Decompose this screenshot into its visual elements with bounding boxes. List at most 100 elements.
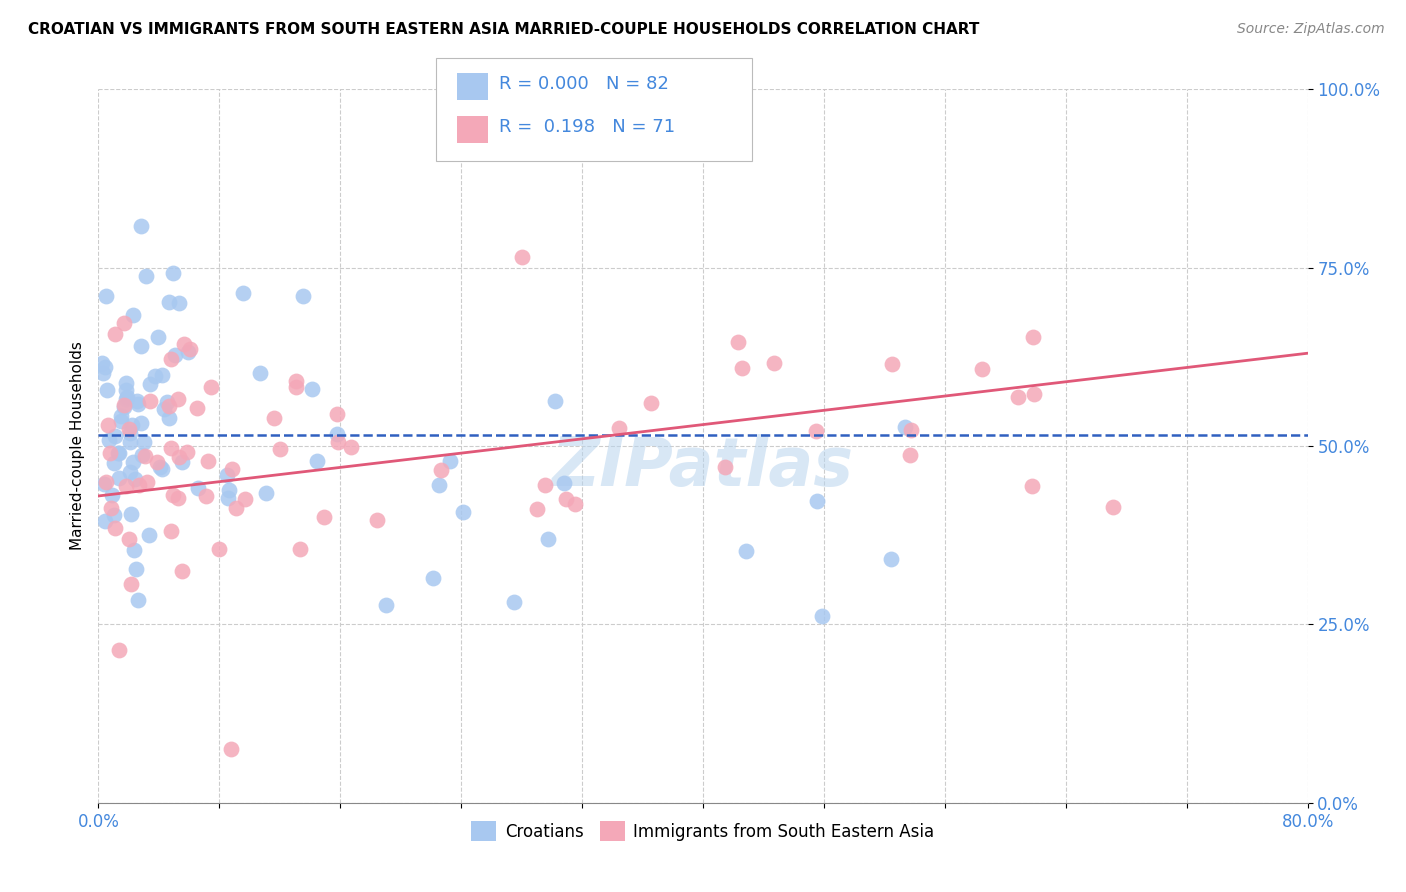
Point — [439, 454, 461, 468]
Point — [970, 362, 993, 376]
Point — [526, 502, 548, 516]
Point — [167, 491, 190, 505]
Point — [312, 510, 335, 524]
Point — [127, 393, 149, 408]
Point — [430, 463, 453, 477]
Point — [162, 266, 184, 280]
Point — [162, 488, 184, 502]
Point — [1024, 386, 1046, 401]
Point — [101, 488, 124, 502]
Point — [136, 475, 159, 489]
Point — [172, 564, 194, 578]
Text: R =  0.198   N = 71: R = 0.198 N = 71 — [499, 118, 675, 136]
Point — [163, 348, 186, 362]
Point — [93, 476, 115, 491]
Point — [555, 492, 578, 507]
Point — [110, 409, 132, 423]
Point — [129, 416, 152, 430]
Point — [176, 445, 198, 459]
Point — [132, 435, 155, 450]
Point — [103, 508, 125, 523]
Point — [375, 599, 398, 613]
Point — [544, 393, 567, 408]
Point — [94, 360, 117, 375]
Point — [200, 379, 222, 393]
Point — [100, 501, 122, 516]
Point — [553, 476, 575, 491]
Point — [233, 492, 256, 507]
Point — [195, 489, 218, 503]
Point — [91, 366, 114, 380]
Point — [186, 401, 208, 415]
Point — [122, 308, 145, 322]
Point — [285, 380, 308, 394]
Point — [1102, 500, 1125, 515]
Point — [898, 448, 921, 462]
Point — [98, 434, 121, 448]
Point — [292, 289, 315, 303]
Point — [120, 577, 142, 591]
Point — [118, 532, 141, 546]
Point — [217, 491, 239, 505]
Point — [537, 533, 560, 547]
Point — [129, 219, 152, 233]
Point — [187, 481, 209, 495]
Point — [167, 296, 190, 310]
Point — [427, 477, 450, 491]
Point — [219, 741, 242, 756]
Point — [714, 459, 737, 474]
Point — [115, 390, 138, 404]
Point — [117, 422, 139, 436]
Point — [727, 334, 749, 349]
Point — [156, 394, 179, 409]
Point — [1022, 330, 1045, 344]
Point — [1021, 479, 1043, 493]
Point — [107, 471, 129, 485]
Point — [143, 369, 166, 384]
Point — [114, 383, 136, 397]
Point — [731, 360, 754, 375]
Y-axis label: Married-couple Households: Married-couple Households — [69, 342, 84, 550]
Point — [879, 552, 901, 566]
Point — [160, 442, 183, 456]
Point — [804, 424, 827, 438]
Point — [170, 454, 193, 468]
Point — [107, 642, 129, 657]
Point — [146, 455, 169, 469]
Point — [118, 435, 141, 450]
Point — [112, 317, 135, 331]
Point — [108, 446, 131, 460]
Point — [94, 475, 117, 489]
Point — [811, 609, 834, 624]
Point — [103, 456, 125, 470]
Point — [112, 398, 135, 412]
Point — [422, 571, 444, 585]
Point — [129, 339, 152, 353]
Legend: Croatians, Immigrants from South Eastern Asia: Croatians, Immigrants from South Eastern… — [465, 814, 941, 848]
Point — [125, 562, 148, 576]
Text: R = 0.000   N = 82: R = 0.000 N = 82 — [499, 75, 669, 93]
Point — [894, 420, 917, 434]
Point — [263, 410, 285, 425]
Point — [114, 401, 136, 415]
Point — [120, 465, 142, 479]
Point — [510, 250, 533, 264]
Point — [118, 426, 141, 441]
Point — [269, 442, 291, 456]
Point — [179, 342, 201, 356]
Point — [97, 417, 120, 432]
Point — [160, 524, 183, 539]
Point — [94, 289, 117, 303]
Point — [366, 513, 388, 527]
Point — [115, 392, 138, 406]
Point — [1007, 390, 1029, 404]
Point — [284, 375, 307, 389]
Point — [288, 542, 311, 557]
Point — [254, 485, 277, 500]
Point — [150, 368, 173, 382]
Point — [122, 542, 145, 557]
Point — [326, 435, 349, 450]
Point — [127, 397, 149, 411]
Point — [208, 542, 231, 557]
Point — [104, 521, 127, 535]
